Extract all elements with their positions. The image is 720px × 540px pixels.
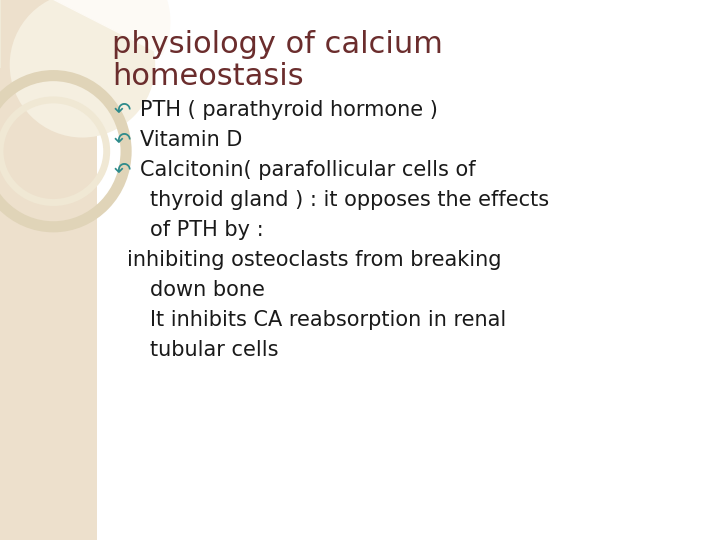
- Text: ↶: ↶: [114, 100, 132, 120]
- Circle shape: [9, 0, 156, 138]
- Text: Vitamin D: Vitamin D: [140, 130, 243, 150]
- Text: inhibiting osteoclasts from breaking: inhibiting osteoclasts from breaking: [127, 250, 502, 270]
- Text: thyroid gland ) : it opposes the effects: thyroid gland ) : it opposes the effects: [150, 190, 549, 210]
- Text: It inhibits CA reabsorption in renal: It inhibits CA reabsorption in renal: [150, 310, 506, 330]
- Text: PTH ( parathyroid hormone ): PTH ( parathyroid hormone ): [140, 100, 438, 120]
- Text: tubular cells: tubular cells: [150, 340, 279, 360]
- Text: ↶: ↶: [114, 130, 132, 150]
- Text: ↶: ↶: [114, 160, 132, 180]
- Bar: [0, 0, 97, 540]
- Text: physiology of calcium: physiology of calcium: [112, 30, 443, 59]
- Text: of PTH by :: of PTH by :: [150, 220, 264, 240]
- Polygon shape: [32, 0, 170, 55]
- Text: homeostasis: homeostasis: [112, 62, 304, 91]
- Text: down bone: down bone: [150, 280, 265, 300]
- Text: Calcitonin( parafollicular cells of: Calcitonin( parafollicular cells of: [140, 160, 476, 180]
